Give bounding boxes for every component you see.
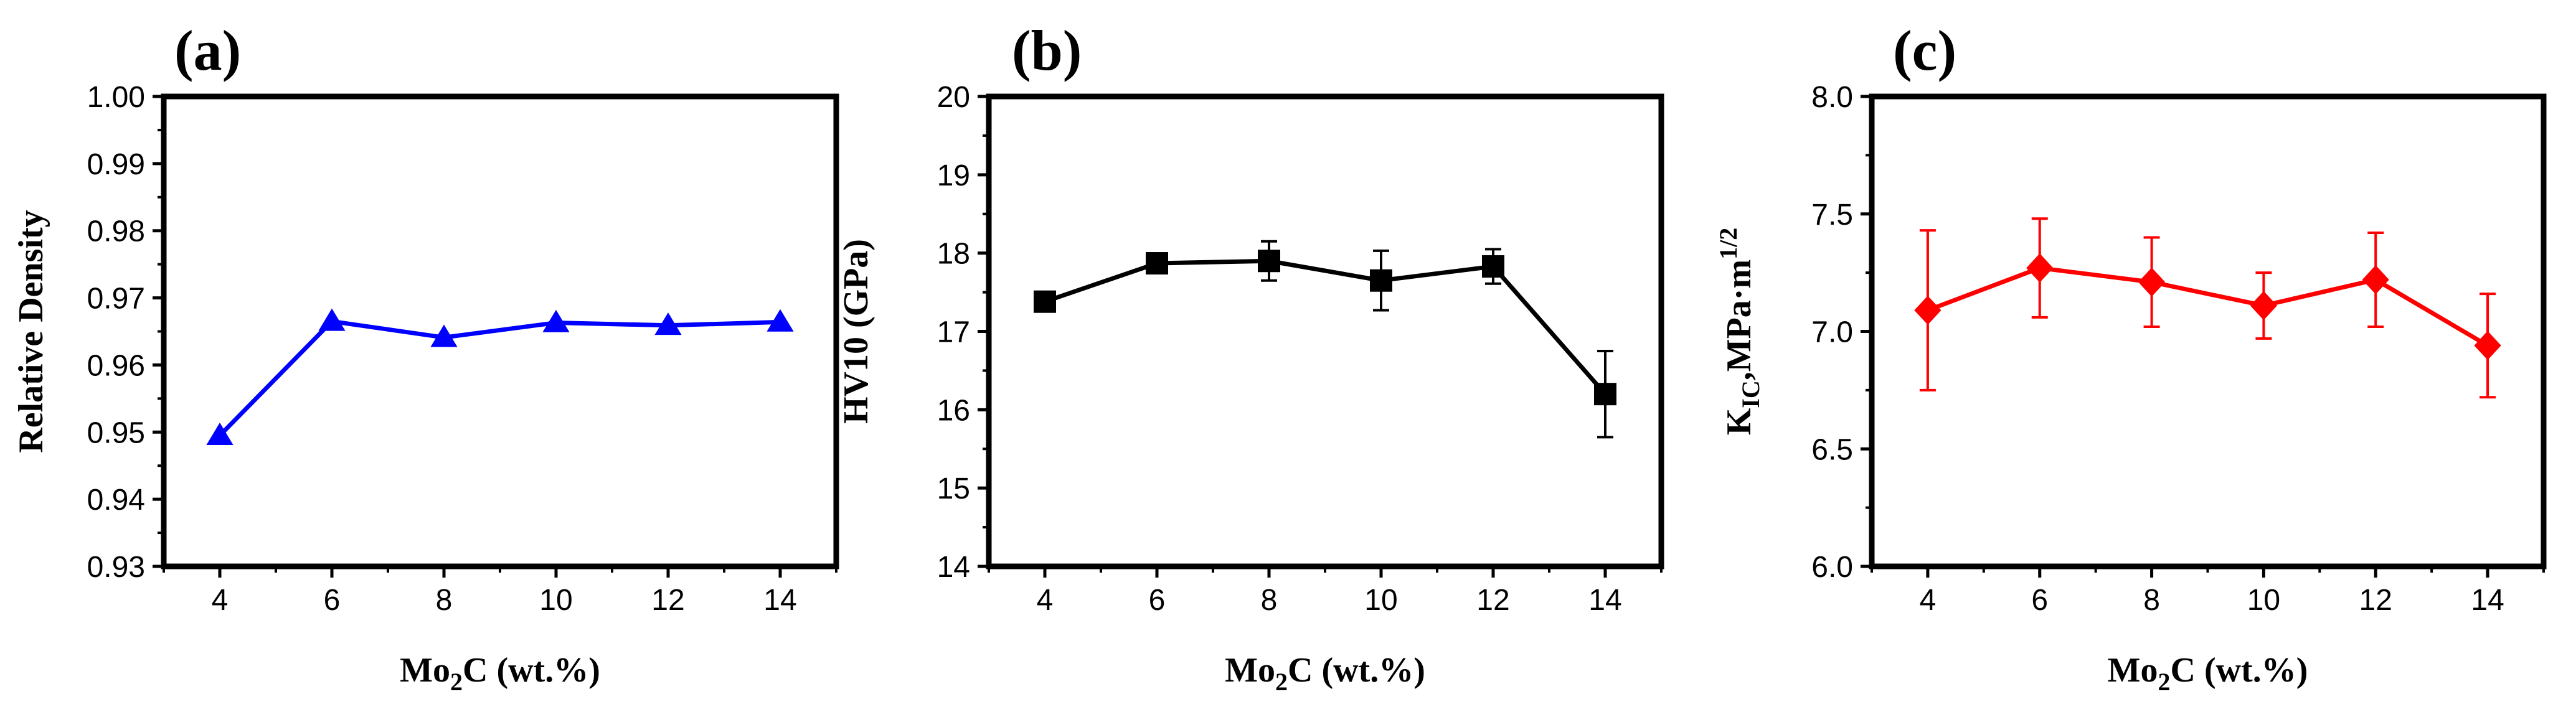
data-point [318, 308, 346, 331]
x-tick-label: 4 [1037, 584, 1054, 617]
y-tick-label: 0.97 [87, 283, 145, 316]
x-axis-title-sub: 2 [2158, 668, 2171, 696]
x-tick-label: 10 [2247, 584, 2280, 617]
x-tick-label: 12 [651, 584, 684, 617]
data-point [2474, 330, 2501, 360]
y-axis-title-sub: IC [1737, 380, 1765, 408]
x-axis-title-sub: 2 [1275, 668, 1288, 696]
x-tick-label: 4 [1920, 584, 1937, 617]
y-tick-label: 0.99 [87, 148, 145, 181]
data-point [1034, 290, 1056, 313]
x-axis-title: Mo2C (wt.%) [2108, 651, 2308, 696]
x-axis-title-sub: 2 [450, 668, 463, 696]
x-tick-label: 8 [1261, 584, 1278, 617]
panel-label: (c) [1893, 19, 1956, 82]
y-tick-label: 1.00 [87, 81, 145, 114]
y-tick-label: 0.96 [87, 349, 145, 382]
x-axis-title-rest: C (wt.%) [463, 651, 600, 690]
x-tick-label: 14 [1588, 584, 1621, 617]
y-tick-label: 6.5 [1811, 433, 1853, 466]
data-point [1482, 255, 1504, 278]
series-line [1927, 266, 2489, 348]
x-tick-label: 6 [1149, 584, 1166, 617]
data-point [542, 309, 570, 332]
x-tick-label: 12 [2359, 584, 2392, 617]
x-axis-title: Mo2C (wt.%) [1225, 651, 1425, 696]
y-axis-title-mid: ,MPa·m [1720, 260, 1758, 380]
x-axis-title-base: Mo [400, 651, 450, 690]
panel-label: (a) [174, 19, 241, 82]
y-axis-title-sup: 1/2 [1714, 228, 1742, 260]
x-tick-label: 12 [1476, 584, 1509, 617]
data-point [430, 324, 458, 347]
y-tick-label: 0.94 [87, 484, 145, 517]
y-tick-label: 14 [937, 551, 970, 584]
x-axis-title: Mo2C (wt.%) [400, 651, 600, 696]
x-tick-label: 4 [212, 584, 229, 617]
chart-1: (a) 0.93 0.94 0.95 0.96 0.97 0.98 0.99 1.00 4 6 8 10… [12, 19, 839, 696]
data-point [206, 422, 234, 445]
plot-frame [986, 93, 1664, 569]
x-axis-title-base: Mo [2108, 651, 2158, 690]
x-tick-label: 14 [2471, 584, 2504, 617]
data-point [654, 312, 682, 335]
data-point [1146, 252, 1168, 275]
y-axis-title: HV10 (GPa) [837, 239, 875, 424]
x-axis-title-rest: C (wt.%) [2171, 651, 2308, 690]
y-tick-label: 19 [937, 159, 970, 192]
x-tick-label: 6 [324, 584, 341, 617]
x-tick-label: 10 [1364, 584, 1397, 617]
y-axis-title: KIC,MPa·m1/2 [1714, 228, 1765, 436]
y-tick-label: 7.5 [1811, 199, 1853, 232]
data-point [2138, 267, 2166, 297]
data-point [2250, 291, 2278, 321]
chart-2: (b) 14 15 16 17 18 19 20 4 6 8 10 12 14 Mo2C (wt.%) HV1… [837, 19, 1664, 696]
panel-label: (b) [1012, 19, 1082, 82]
x-axis-title-rest: C (wt.%) [1288, 651, 1425, 690]
y-tick-label: 6.0 [1811, 551, 1853, 584]
y-tick-label: 15 [937, 472, 970, 505]
y-tick-label: 17 [937, 316, 970, 349]
y-tick-label: 18 [937, 238, 970, 271]
data-point [1594, 383, 1616, 406]
y-tick-label: 0.95 [87, 416, 145, 449]
x-tick-label: 14 [763, 584, 796, 617]
data-point [1914, 296, 1941, 325]
x-tick-label: 8 [2143, 584, 2160, 617]
series-line [218, 319, 781, 438]
chart-3: (c) 6.0 6.5 7.0 7.5 8.0 4 6 8 10 12 14 Mo2C (wt.%) KI… [1714, 19, 2547, 696]
y-tick-label: 0.93 [87, 551, 145, 584]
x-tick-label: 6 [2031, 584, 2048, 617]
data-point [1258, 250, 1280, 273]
x-tick-label: 10 [539, 584, 572, 617]
x-tick-label: 8 [436, 584, 453, 617]
y-axis-title: Relative Density [12, 210, 50, 452]
y-axis-title-base: K [1720, 408, 1758, 435]
y-tick-label: 20 [937, 81, 970, 114]
y-tick-label: 16 [937, 394, 970, 427]
data-point [2362, 265, 2389, 294]
plot-frame [161, 93, 839, 569]
data-point [767, 309, 794, 332]
y-tick-label: 0.98 [87, 215, 145, 248]
data-point [2026, 253, 2054, 283]
y-axis-title-text: Relative Density [12, 210, 50, 452]
data-point [1370, 269, 1392, 292]
x-axis-title-base: Mo [1225, 651, 1275, 690]
plot-frame [1869, 93, 2547, 569]
y-tick-label: 7.0 [1811, 316, 1853, 349]
y-axis-title-text: HV10 (GPa) [837, 239, 875, 424]
y-tick-label: 8.0 [1811, 81, 1853, 114]
series-line [1044, 258, 1607, 396]
